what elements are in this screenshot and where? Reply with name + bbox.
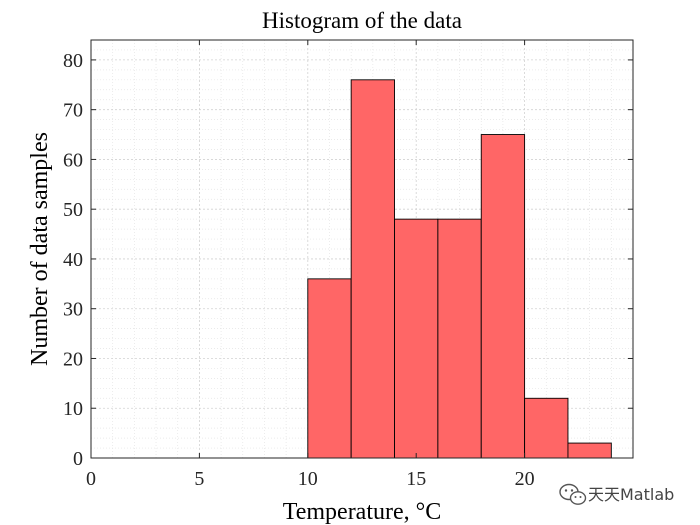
tick-labels: 0 5 10 15 20 0 10 20 30 40 50 60 70 80 — [63, 50, 535, 490]
histogram-bar — [437, 218, 482, 459]
x-tick-label: 0 — [86, 468, 96, 490]
histogram-bar — [524, 397, 569, 459]
histogram-bar — [307, 278, 352, 459]
y-tick-label: 80 — [63, 50, 83, 72]
y-axis-label: Number of data samples — [27, 132, 53, 366]
x-tick-label: 20 — [515, 468, 535, 490]
y-tick-label: 30 — [63, 299, 83, 321]
x-axis-label: Temperature, °C — [283, 499, 442, 525]
ticks — [90, 40, 633, 459]
y-tick-label: 50 — [63, 199, 83, 221]
y-tick-label: 40 — [63, 249, 83, 271]
y-tick-label: 0 — [73, 448, 83, 470]
histogram-bar — [350, 79, 395, 459]
y-tick-label: 60 — [63, 149, 83, 171]
x-tick-label: 15 — [406, 468, 426, 490]
bars — [307, 79, 612, 459]
y-tick-label: 20 — [63, 348, 83, 370]
y-tick-label: 70 — [63, 100, 83, 122]
chart-title: Histogram of the data — [262, 8, 462, 33]
watermark: 天天Matlab — [559, 483, 674, 505]
histogram-bar — [480, 134, 526, 459]
y-tick-label: 10 — [63, 398, 83, 420]
histogram-bar — [394, 218, 439, 459]
x-tick-label: 5 — [194, 468, 204, 490]
x-tick-label: 10 — [298, 468, 318, 490]
watermark-text: 天天Matlab — [588, 485, 674, 504]
histogram-bar — [567, 442, 612, 459]
axes-box — [90, 39, 634, 459]
wechat-icon — [559, 483, 587, 505]
